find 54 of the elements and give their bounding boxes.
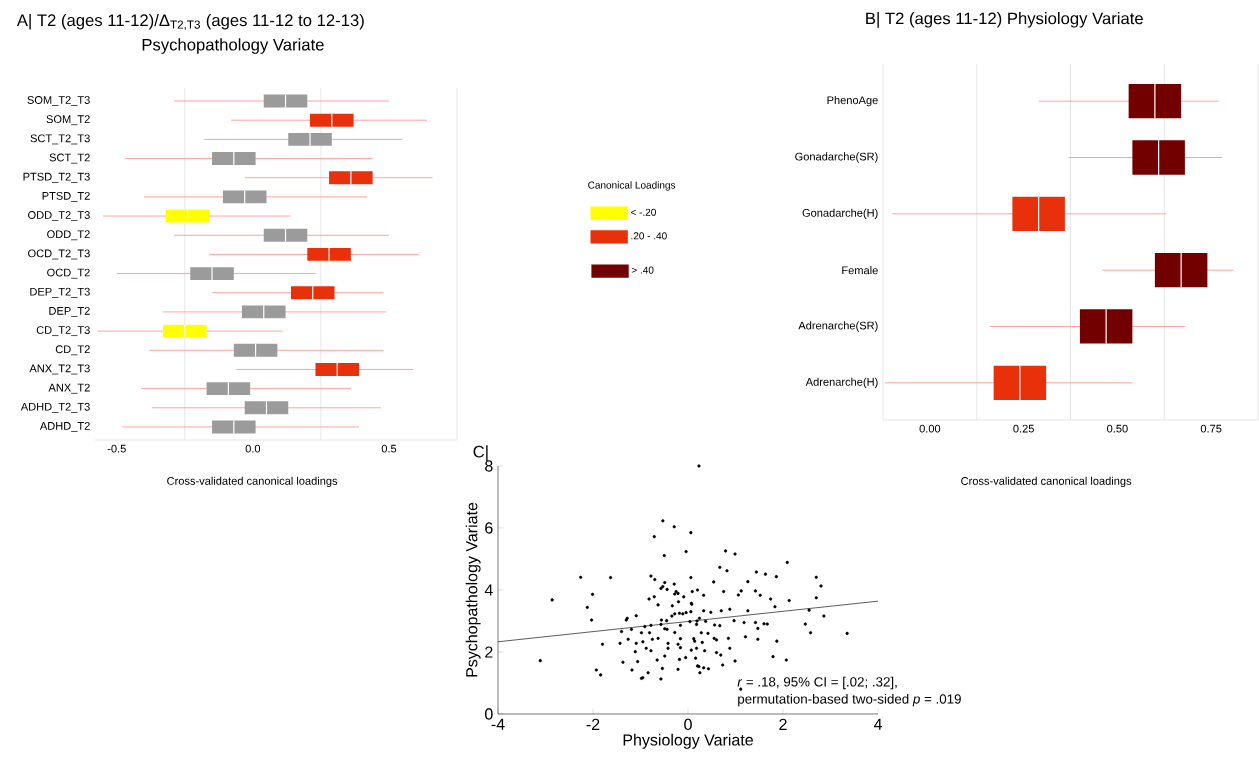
x-axis-title: Physiology Variate [623, 733, 753, 749]
legend-label: .20 - .40 [631, 232, 667, 240]
annotation: r = .18, 95% CI = [.02; .32], [737, 676, 897, 690]
y-tick-label: ANX_T2 [48, 383, 90, 394]
legend-title: Canonical Loadings [588, 181, 676, 191]
y-tick-label: Gonadarche(SR) [795, 152, 878, 163]
x-tick-label: 0.25 [1013, 424, 1034, 433]
y-tick-label: CD_T2 [55, 345, 90, 356]
x-tick-label: -0.5 [107, 444, 126, 453]
y-tick-label: OCD_T2_T3 [28, 249, 90, 260]
x-axis-title: Cross-validated canonical loadings [167, 476, 338, 488]
y-axis-title: Psychopathology Variate [465, 502, 481, 677]
chart-title: C| [473, 445, 488, 461]
y-tick-label: ADHD_T2_T3 [20, 402, 90, 413]
y-tick-label: 2 [485, 646, 493, 658]
x-tick-label: 0.0 [245, 444, 261, 453]
y-tick-label: PTSD_T2_T3 [23, 172, 90, 183]
y-tick-label: SOM_T2_T3 [27, 96, 90, 106]
x-tick-label: -2 [586, 718, 600, 730]
y-tick-label: Gonadarche(H) [802, 208, 878, 219]
y-tick-label: Adrenarche(H) [805, 377, 878, 388]
x-tick-label: 0.75 [1200, 424, 1222, 433]
x-tick-label: 0.00 [919, 424, 941, 433]
y-tick-label: DEP_T2 [49, 306, 90, 317]
legend-label: < -.20 [631, 208, 656, 216]
y-tick-label: 6 [485, 522, 493, 534]
y-tick-label: ADHD_T2 [39, 422, 90, 432]
x-axis-title: Cross-validated canonical loadings [961, 476, 1132, 488]
x-tick-label: 0.50 [1107, 424, 1128, 433]
chart-title: B| T2 (ages 11-12) Physiology Variate [866, 12, 1143, 28]
x-tick-label: 0.5 [381, 444, 397, 453]
chart-title: A| T2 (ages 11-12)/Δ$_{T2,T3}$ (ages 11-12 to 12-13) [16, 13, 364, 31]
y-tick-label: Female [842, 266, 878, 275]
annotation: permutation-based two-sided p = .019 [738, 693, 961, 707]
y-tick-label: ODD_T2 [47, 230, 90, 241]
x-tick-label: 0 [684, 718, 692, 731]
y-tick-label: ANX_T2_T3 [29, 364, 90, 375]
y-tick-label: DEP_T2_T3 [30, 287, 90, 298]
y-tick-label: CD_T2_T3 [36, 326, 90, 337]
chart-subtitle: Psychopathology Variate [142, 38, 324, 54]
x-tick-label: -4 [491, 718, 505, 730]
y-tick-label: Adrenarche(SR) [798, 321, 878, 332]
y-tick-label: PhenoAge [827, 96, 878, 107]
y-tick-label: 0 [485, 708, 493, 720]
y-tick-label: SOM_T2 [46, 115, 90, 126]
y-tick-label: OCD_T2 [47, 268, 90, 279]
x-tick-label: 2 [779, 718, 787, 730]
legend-label: > .40 [631, 266, 654, 274]
y-tick-label: ODD_T2_T3 [28, 211, 90, 222]
y-tick-label: SCT_T2 [49, 153, 90, 164]
y-tick-label: 8 [485, 460, 493, 472]
y-tick-label: 4 [484, 584, 493, 596]
y-tick-label: SCT_T2_T3 [30, 134, 90, 145]
y-tick-label: PTSD_T2 [42, 191, 90, 202]
